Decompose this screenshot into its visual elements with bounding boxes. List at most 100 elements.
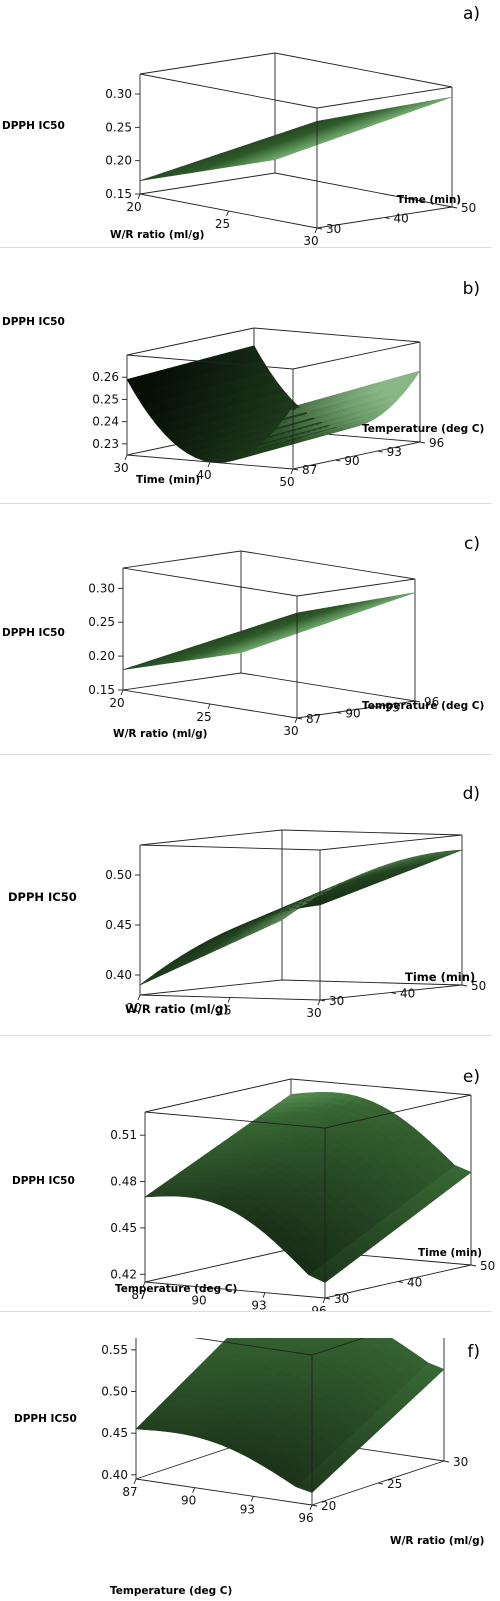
x-tick-mark [137,994,141,1001]
frame-edge [139,979,283,996]
frame-edge [311,1338,365,1356]
x-tick-mark [202,1287,206,1293]
separator [0,1035,492,1036]
box-frame-front: 0.15 0.20 0.25 0.30 20 25 30 30 40 50 [105,52,476,247]
surface-patch [341,1338,349,1341]
x-tick-mark [314,227,318,234]
x-tick-mark [120,689,124,696]
z-axis-label-d: DPPH IC50 [8,890,77,904]
z-tick-label: 0.30 [88,581,115,595]
depth-axis-label-b: Temperature (deg C) [362,423,485,435]
x-tick-label: 90 [181,1494,196,1508]
x-tick-label: 30 [303,234,318,247]
z-axis-label-f: DPPH IC50 [14,1413,77,1425]
surface-patch [241,1338,255,1343]
depth-tick-label: 40 [394,212,409,226]
frame-edge [144,1248,292,1283]
x-axis-label-b: Time (min) [136,474,201,486]
depth-tick-mark [443,1460,450,1463]
depth-tick-mark [311,1504,318,1507]
depth-tick-mark [451,206,458,209]
surface-patch [279,1338,293,1343]
z-tick-label: 0.15 [88,683,115,697]
x-tick-label: 90 [191,1293,206,1307]
frame-edge [240,550,416,580]
frame-edge [135,1478,313,1506]
x-tick-mark [317,999,321,1006]
surface-mesh [139,849,463,986]
x-axis-label-d: W/R ratio (ml/g) [125,1002,229,1016]
frame-edge [274,52,453,88]
surface-plot-e: 0.42 0.45 0.48 0.51 87 90 93 96 30 40 50 [110,1078,495,1311]
frame-edge [122,567,298,597]
surface-patch [233,1338,246,1342]
surface-plot-f: 0.40 0.45 0.50 0.55 87 90 93 96 20 25 30 [101,1338,468,1525]
x-tick-mark [137,193,141,200]
separator [0,503,492,504]
frame-edge [144,1078,292,1113]
chart-panel-a: 0.15 0.20 0.25 0.30 20 25 30 30 40 50 a) DPPH IC5… [0,0,500,247]
depth-tick-mark [390,992,397,994]
frame-edge [296,578,416,597]
x-tick-label: 20 [109,696,124,710]
z-tick-label: 0.50 [105,868,132,882]
chart-panel-f: 0.40 0.45 0.50 0.55 87 90 93 96 20 25 30 f) DPPH I… [0,1338,500,1601]
surface-mesh [135,1338,445,1493]
frame-edge [274,172,453,208]
x-tick-mark [192,1487,196,1493]
depth-axis-label-c: Temperature (deg C) [362,700,485,712]
surface-patch [266,1338,274,1339]
z-tick-label: 0.45 [101,1426,128,1440]
box-frame-front: 0.23 0.24 0.25 0.26 30 40 50 87 90 93 96 [92,327,444,489]
panel-label-b: b) [462,279,480,299]
frame-edge [144,1281,326,1299]
frame-edge [122,550,242,569]
x-tick-label: 30 [283,724,298,738]
x-tick-label: 87 [131,1288,146,1302]
depth-tick-label: 93 [387,445,402,459]
depth-tick-label: 50 [471,979,486,993]
panel-label-f: f) [467,1342,480,1362]
surface-mesh [126,345,421,463]
depth-tick-label: 30 [334,1292,349,1306]
depth-tick-label: 87 [306,712,321,726]
frame-edge [139,73,318,109]
depth-tick-mark [336,711,342,714]
surface-patch [437,96,453,102]
z-tick-label: 0.40 [105,968,132,982]
z-tick-label: 0.15 [105,187,132,201]
depth-tick-label: 20 [321,1499,336,1513]
depth-tick-mark [324,1297,331,1300]
frame-edge [292,441,421,470]
panel-label-c: c) [464,534,480,554]
chart-panel-b: 0.23 0.24 0.25 0.26 30 40 50 87 90 93 96 b) DPPH I… [0,275,500,503]
depth-tick-label: 93 [385,701,400,715]
frame-edge [193,1338,313,1356]
frame-edge [316,86,453,109]
x-tick-mark [124,454,128,461]
surface-plot-b: 0.23 0.24 0.25 0.26 30 40 50 87 90 93 96 [92,327,444,489]
depth-tick-mark [377,1482,384,1485]
frame-edge [290,1078,472,1096]
x-tick-mark [142,1281,146,1288]
x-tick-mark [294,717,298,724]
frame-edge [139,829,283,846]
depth-tick-label: 96 [429,436,444,450]
surface-patch [307,1091,325,1098]
x-tick-mark [250,1496,254,1502]
frame-edge [296,700,416,719]
x-tick-mark [227,997,231,1003]
x-tick-mark [226,210,229,217]
x-tick-mark [133,1478,137,1485]
depth-tick-mark [397,1281,404,1283]
separator [0,1311,492,1312]
z-tick-label: 0.45 [110,1221,137,1235]
z-tick-label: 0.45 [105,918,132,932]
z-axis-label-e: DPPH IC50 [12,1175,75,1187]
surface-patch [375,1338,387,1342]
depth-axis-label-e: Time (min) [418,1247,483,1259]
depth-tick-label: 50 [480,1259,495,1273]
z-axis-label-b: DPPH IC50 [2,316,65,328]
frame-edge [253,327,421,343]
surface-patch [271,1338,283,1341]
